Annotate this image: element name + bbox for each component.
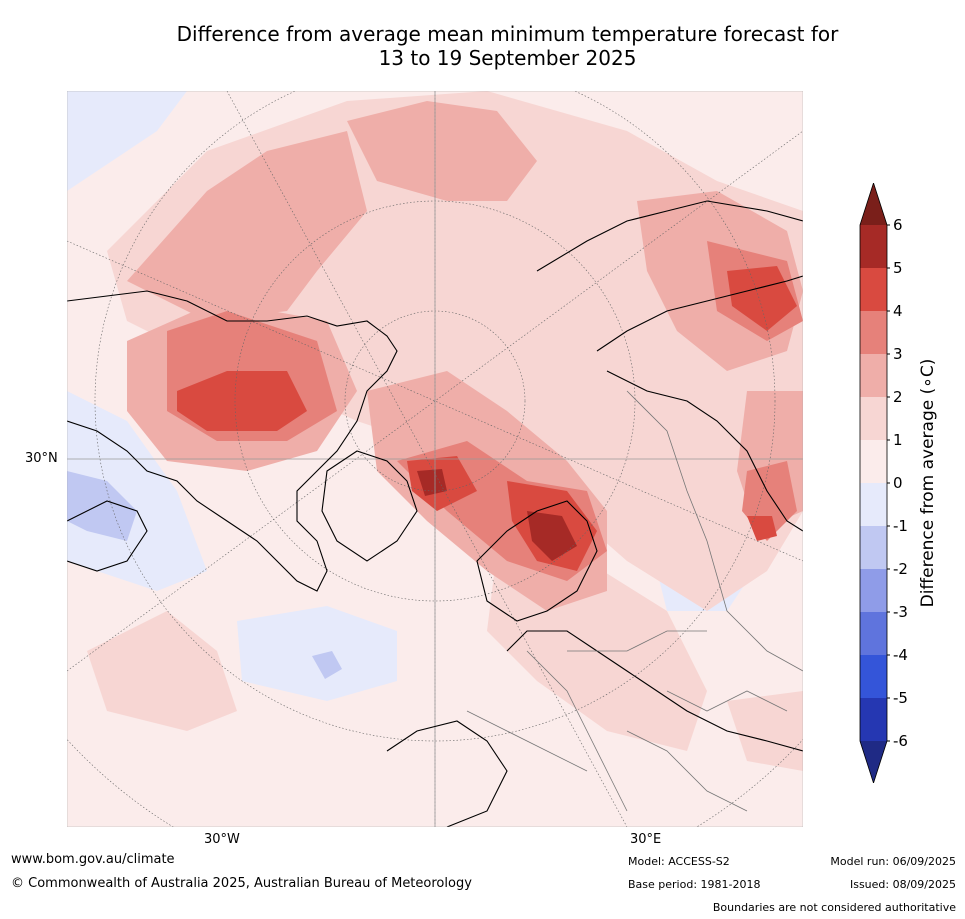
colorbar-segment: [860, 397, 887, 440]
colorbar-segment: [860, 569, 887, 612]
coastlines: [67, 200, 803, 827]
latitude-label-30n: 30°N: [25, 451, 58, 466]
anomaly-region: [312, 651, 342, 679]
longitude-label-30e: 30°E: [630, 832, 662, 847]
colorbar-tick-label: 0: [893, 474, 903, 492]
anomaly-region: [727, 691, 803, 771]
anomaly-region: [237, 606, 397, 701]
colorbar-tick-label: 3: [893, 345, 903, 363]
anomaly-region: [87, 611, 237, 731]
colorbar-segment: [860, 612, 887, 655]
colorbar-tick-label: 2: [893, 388, 903, 406]
colorbar-segment: [860, 311, 887, 354]
colorbar-segment: [860, 698, 887, 741]
colorbar-tick-label: -1: [893, 517, 908, 535]
colorbar-tick-label: -5: [893, 689, 908, 707]
colorbar-over-arrow: [860, 183, 887, 225]
anomaly-region: [177, 371, 307, 431]
disclaimer-text: Boundaries are not considered authoritat…: [712, 901, 956, 914]
colorbar-segment: [860, 483, 887, 526]
anomaly-region: [67, 471, 137, 541]
colorbar-tick-label: -6: [893, 732, 908, 750]
colorbar-label: Difference from average (∘C): [918, 358, 938, 608]
anomaly-region: [67, 391, 207, 591]
colorbar-tick-label: -4: [893, 646, 908, 664]
base-period-text: Base period: 1981-2018: [628, 878, 761, 891]
colorbar-segment: [860, 354, 887, 397]
temperature-anomaly-map: [67, 91, 803, 827]
colorbar-tick-label: -3: [893, 603, 908, 621]
copyright-text: © Commonwealth of Australia 2025, Austra…: [11, 876, 472, 891]
map-title: Difference from average mean minimum tem…: [60, 22, 955, 70]
anomaly-region: [417, 469, 447, 496]
anomaly-region: [527, 511, 577, 561]
colorbar-tick-label: 5: [893, 259, 903, 277]
colorbar-under-arrow: [860, 741, 887, 783]
colorbar-segment: [860, 526, 887, 569]
anomaly-region: [347, 101, 537, 201]
title-line-2: 13 to 19 September 2025: [378, 46, 637, 70]
colorbar-tick-label: 4: [893, 302, 903, 320]
longitude-label-30w: 30°W: [204, 832, 240, 847]
colorbar-segment: [860, 655, 887, 698]
model-text: Model: ACCESS-S2: [628, 855, 730, 868]
country-borders: [466, 390, 803, 812]
colorbar-tick-label: -2: [893, 560, 908, 578]
colorbar: 6 5 4 3 2 1 0 -1 -2 -3 -4 -5 -6: [859, 183, 908, 783]
model-run-text: Model run: 06/09/2025: [830, 855, 956, 868]
anomaly-region: [747, 516, 777, 541]
anomaly-region: [67, 91, 187, 191]
title-line-1: Difference from average mean minimum tem…: [176, 22, 839, 46]
colorbar-segment: [860, 440, 887, 483]
issued-text: Issued: 08/09/2025: [849, 878, 956, 891]
colorbar-segment: [860, 268, 887, 311]
website-link[interactable]: www.bom.gov.au/climate: [11, 852, 175, 867]
colorbar-tick-label: 1: [893, 431, 903, 449]
anomaly-region: [127, 131, 367, 321]
colorbar-tick-label: 6: [893, 216, 903, 234]
colorbar-segment: [860, 225, 887, 268]
anomaly-region: [727, 266, 797, 331]
